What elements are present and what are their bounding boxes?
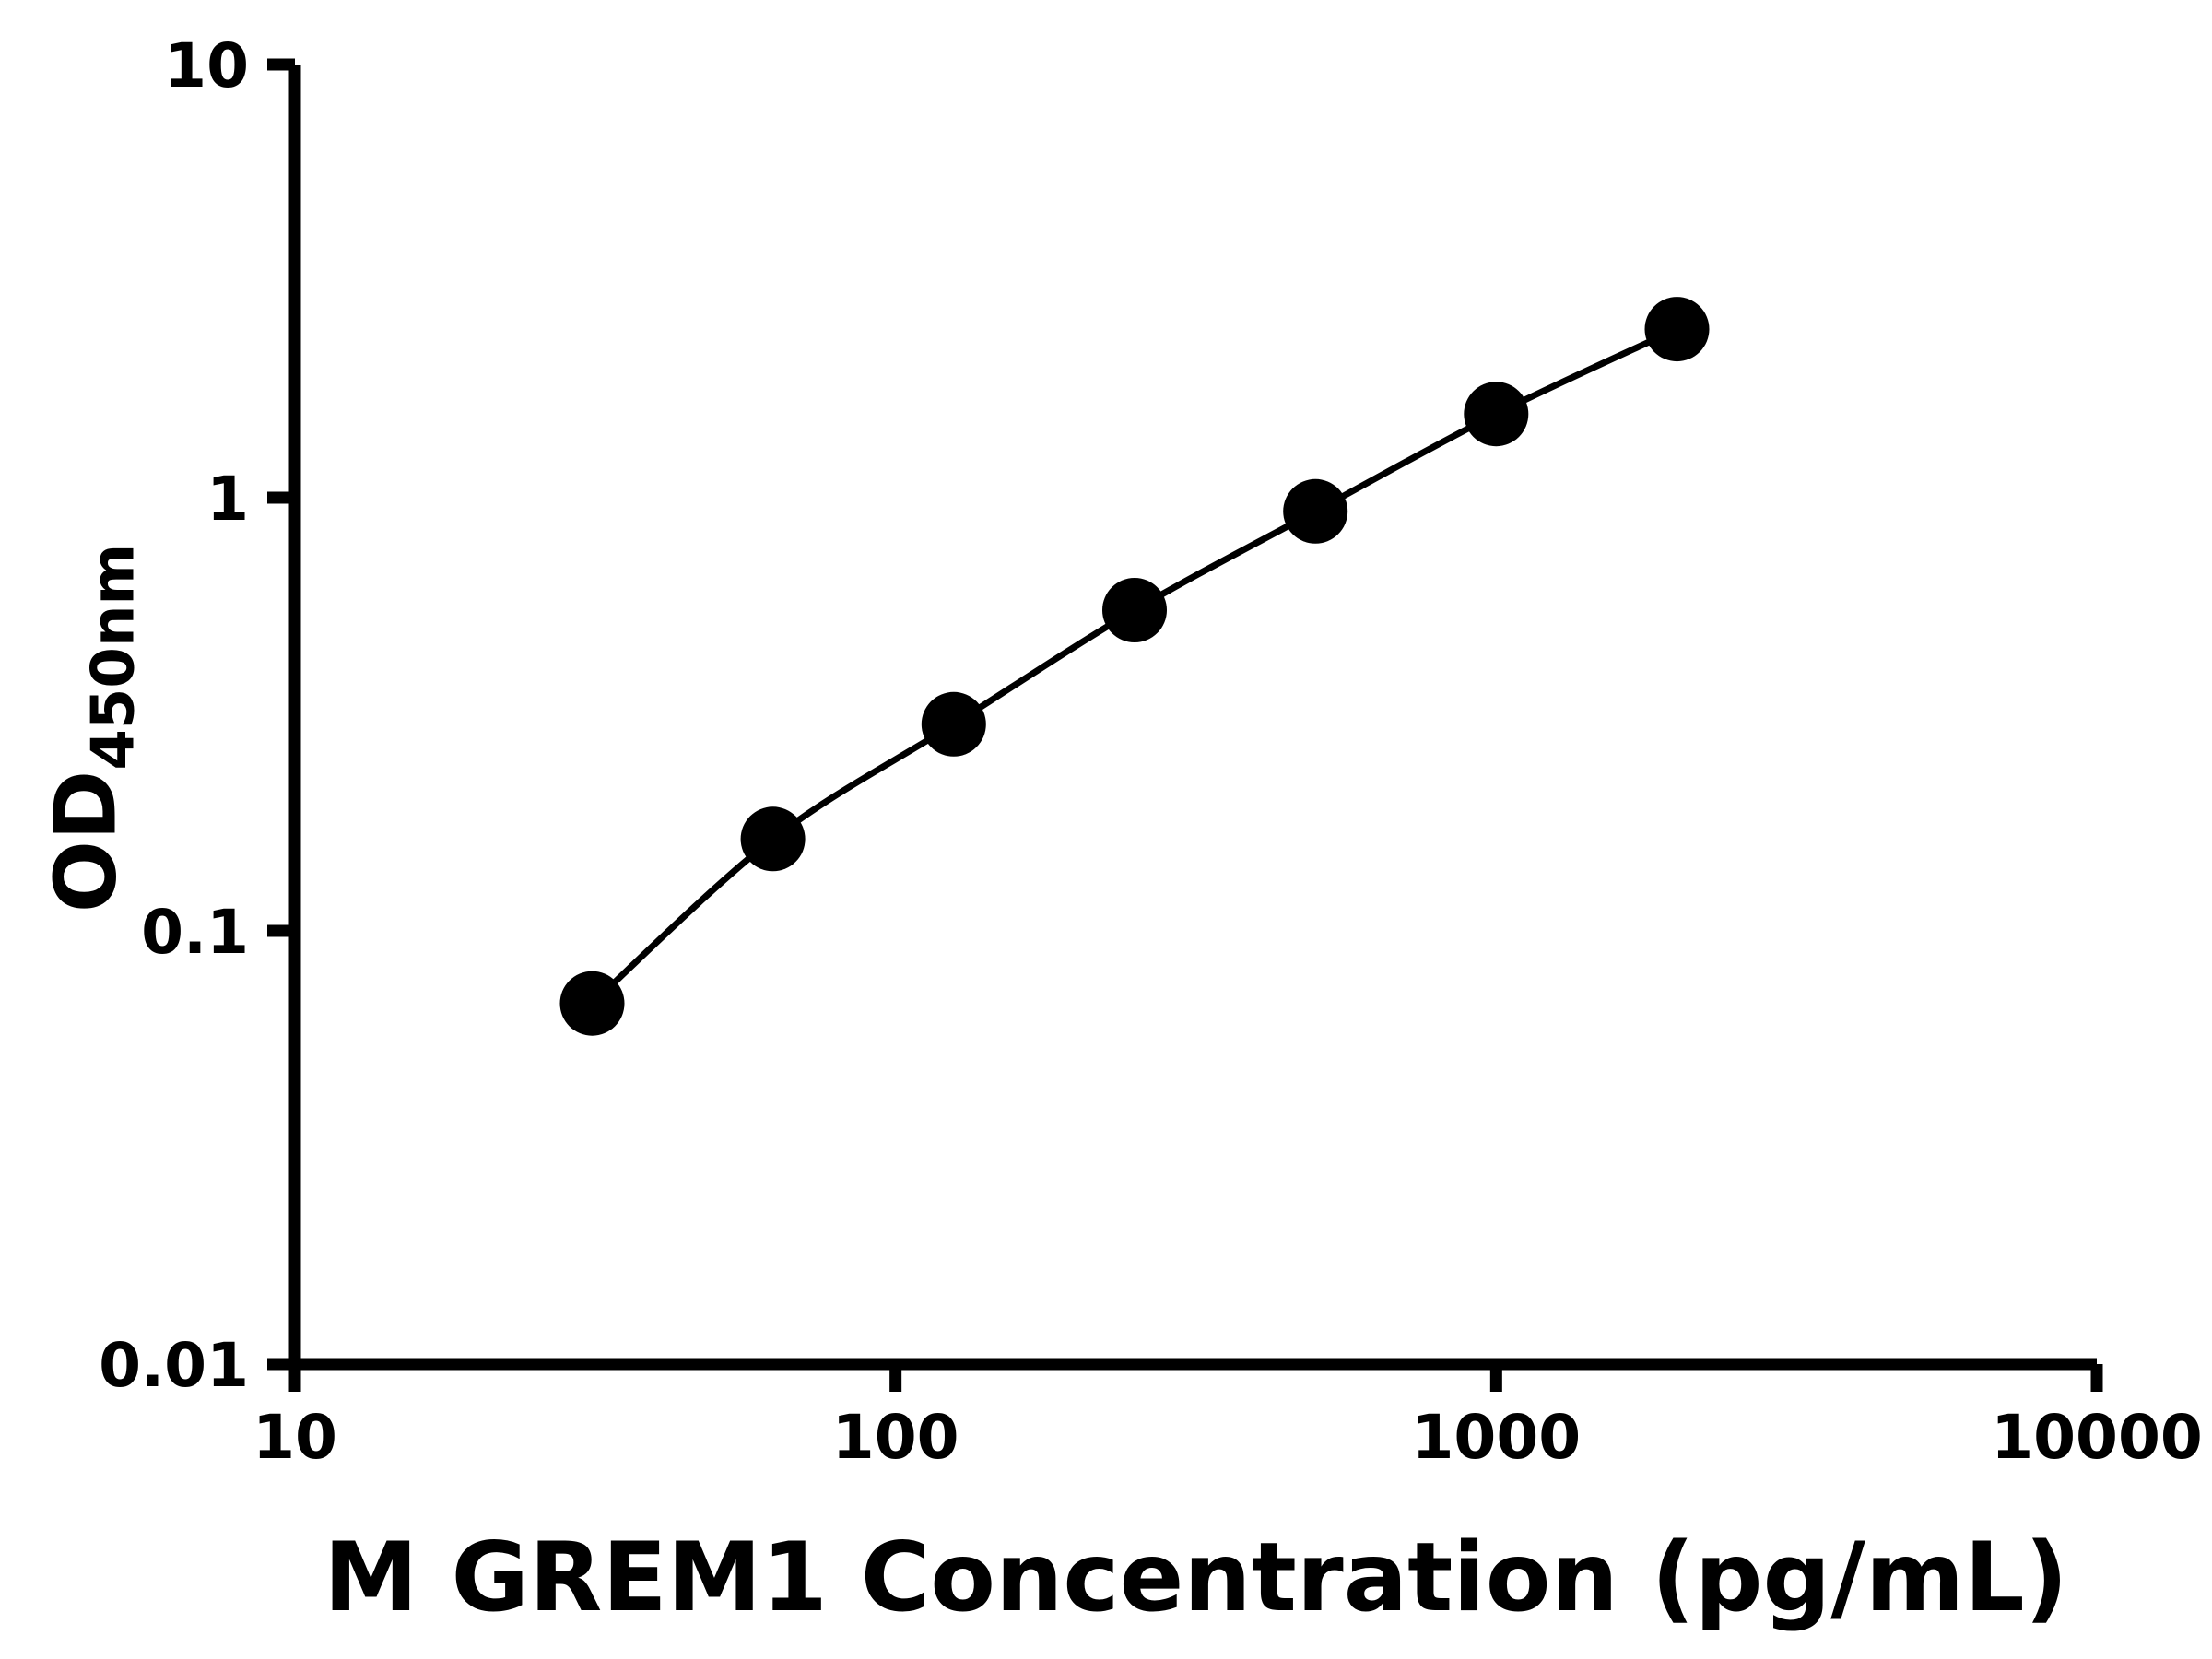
data-point-marker (740, 806, 806, 872)
data-point-marker (921, 691, 986, 757)
y-axis-label: OD450nm (37, 544, 148, 912)
data-point-marker (1102, 578, 1167, 642)
y-axis-tick-label: 10 (164, 30, 249, 101)
x-axis-tick-label: 100 (832, 1402, 959, 1473)
y-axis-tick-label: 1 (206, 464, 249, 535)
data-point-marker (1283, 478, 1348, 544)
x-axis-tick-label: 10 (253, 1402, 337, 1473)
y-axis-tick-label: 0.1 (141, 897, 249, 968)
data-point-marker (559, 971, 625, 1036)
y-axis-tick-label: 0.01 (99, 1330, 249, 1401)
y-axis-label-subscript: 450nm (79, 543, 148, 771)
x-axis-label: M GREM1 Concentration (pg/mL) (324, 1523, 2068, 1633)
x-axis-tick-label: 1000 (1411, 1402, 1581, 1473)
axis-spines (288, 65, 2097, 1371)
data-point-marker (1644, 297, 1710, 362)
x-axis-tick-label: 10000 (1991, 1402, 2203, 1473)
data-point-marker (1464, 382, 1529, 447)
y-axis-label-main: OD (36, 770, 135, 913)
